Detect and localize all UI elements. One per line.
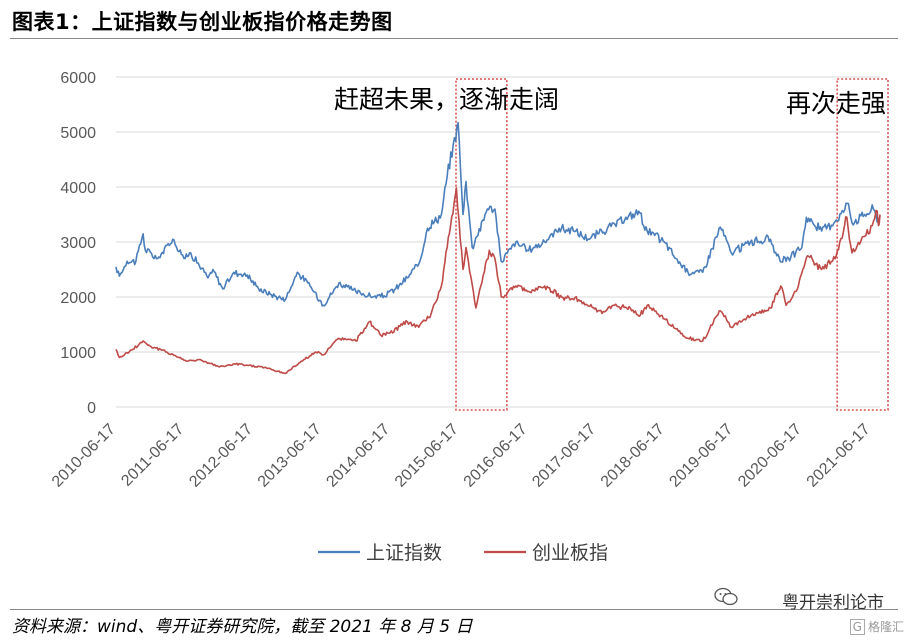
watermark-text: 粤开崇利论市 (782, 593, 884, 613)
highlight-box (836, 78, 889, 411)
y-tick-label: 6000 (60, 70, 96, 87)
series-line-sh (115, 121, 881, 307)
figure-title: 图表1：上证指数与创业板指价格走势图 (12, 10, 393, 34)
x-tick-label: 2017-06-17 (529, 421, 599, 491)
x-tick-label: 2011-06-17 (118, 421, 187, 490)
x-tick-label: 2013-06-17 (255, 421, 325, 491)
legend-label: 创业板指 (532, 542, 608, 564)
y-tick-label: 4000 (60, 180, 96, 197)
line-chart: 0 1000 2000 3000 4000 5000 6000 2010-06-17 2011… (49, 70, 889, 564)
x-tick-label: 2014-06-17 (323, 421, 393, 491)
y-axis-ticks: 0 1000 2000 3000 4000 5000 6000 (60, 70, 96, 417)
x-tick-label: 2016-06-17 (461, 421, 531, 491)
corner-watermark: G 格隆汇 (849, 618, 904, 635)
grid-lines (116, 76, 880, 408)
title-divider (10, 38, 898, 39)
annotations: 赶超未果，逐渐走阔 再次走强 (334, 85, 886, 118)
y-tick-label: 3000 (60, 235, 96, 252)
x-tick-label: 2019-06-17 (666, 421, 736, 491)
y-tick-label: 2000 (60, 290, 96, 307)
y-tick-label: 5000 (60, 125, 96, 142)
x-axis-ticks: 2010-06-17 2011-06-172012-06-172013-06-17… (49, 421, 874, 491)
x-tick-label: 2010-06-17 (49, 421, 119, 491)
annotation-label: 赶超未果，逐渐走阔 (334, 85, 559, 114)
highlight-box (455, 78, 508, 411)
y-tick-label: 1000 (60, 345, 96, 362)
x-tick-label: 2021-06-17 (804, 421, 874, 491)
y-tick-label: 0 (87, 400, 96, 417)
series-line-cyb (115, 187, 881, 375)
wechat-icon (714, 587, 738, 606)
annotation-label: 再次走强 (786, 89, 886, 118)
corner-logo-box: G (849, 619, 865, 635)
source-divider (10, 609, 898, 610)
x-tick-label: 2015-06-17 (392, 421, 462, 491)
legend-label: 上证指数 (366, 542, 442, 564)
highlight-boxes (455, 78, 889, 411)
corner-logo-text: 格隆汇 (867, 620, 904, 634)
x-tick-label: 2020-06-17 (735, 421, 805, 491)
x-tick-label: 2012-06-17 (186, 421, 256, 491)
source-note: 资料来源：wind、粤开证券研究院，截至 2021 年 8 月 5 日 (12, 617, 473, 637)
legend: 上证指数 创业板指 (318, 542, 608, 564)
x-tick-label: 2018-06-17 (598, 421, 668, 491)
series-lines (115, 121, 881, 375)
